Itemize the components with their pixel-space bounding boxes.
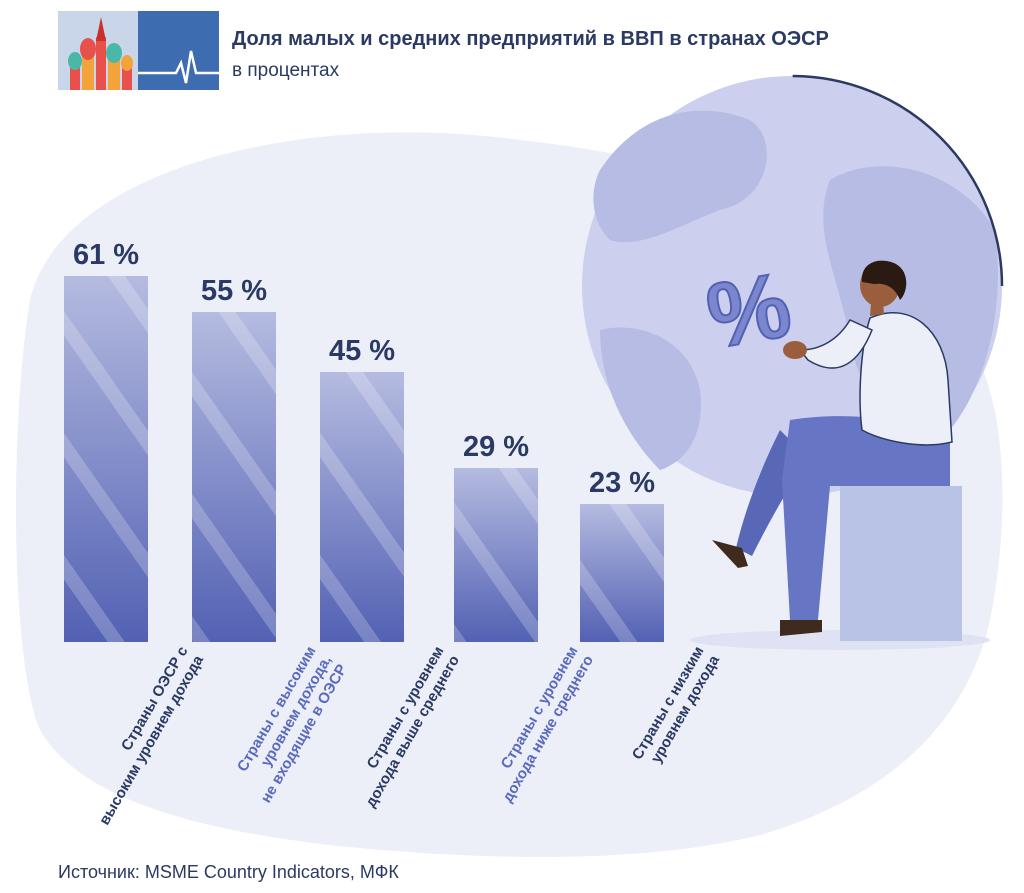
bar-value-label: 23 % (589, 467, 655, 499)
bar-value-label: 61 % (73, 239, 139, 271)
bar-value-label: 45 % (329, 335, 395, 367)
bar-value-label: 29 % (463, 431, 529, 463)
bar-stripes (580, 504, 664, 642)
heartbeat-icon (138, 50, 219, 84)
chart-title: Доля малых и средних предприятий в ВВП в… (232, 28, 829, 50)
bar-stripes (192, 312, 276, 642)
bar-stripes (64, 276, 148, 642)
logo (58, 11, 219, 90)
cathedral-icon (68, 17, 133, 90)
bar-stripes (454, 468, 538, 642)
category-label: Страны с высокимуровнем дохода,не входящ… (226, 644, 350, 806)
cube-seat (840, 486, 962, 641)
category-label: Страны с низкимуровнем дохода (629, 643, 724, 772)
percent-symbol: % (700, 254, 798, 369)
person-figure (712, 260, 953, 636)
bar-stripes (320, 372, 404, 642)
category-label: Страны с уровнемдохода выше среднего (347, 644, 463, 811)
category-label: Страны с уровнемдохода ниже среднего (483, 644, 597, 806)
source-note: Источник: MSME Country Indicators, МФК (58, 862, 399, 882)
chart-subtitle: в процентах (232, 60, 340, 81)
category-label: Страны ОЭСР свысоким уровнем дохода (80, 643, 207, 828)
bar-value-label: 55 % (201, 275, 267, 307)
